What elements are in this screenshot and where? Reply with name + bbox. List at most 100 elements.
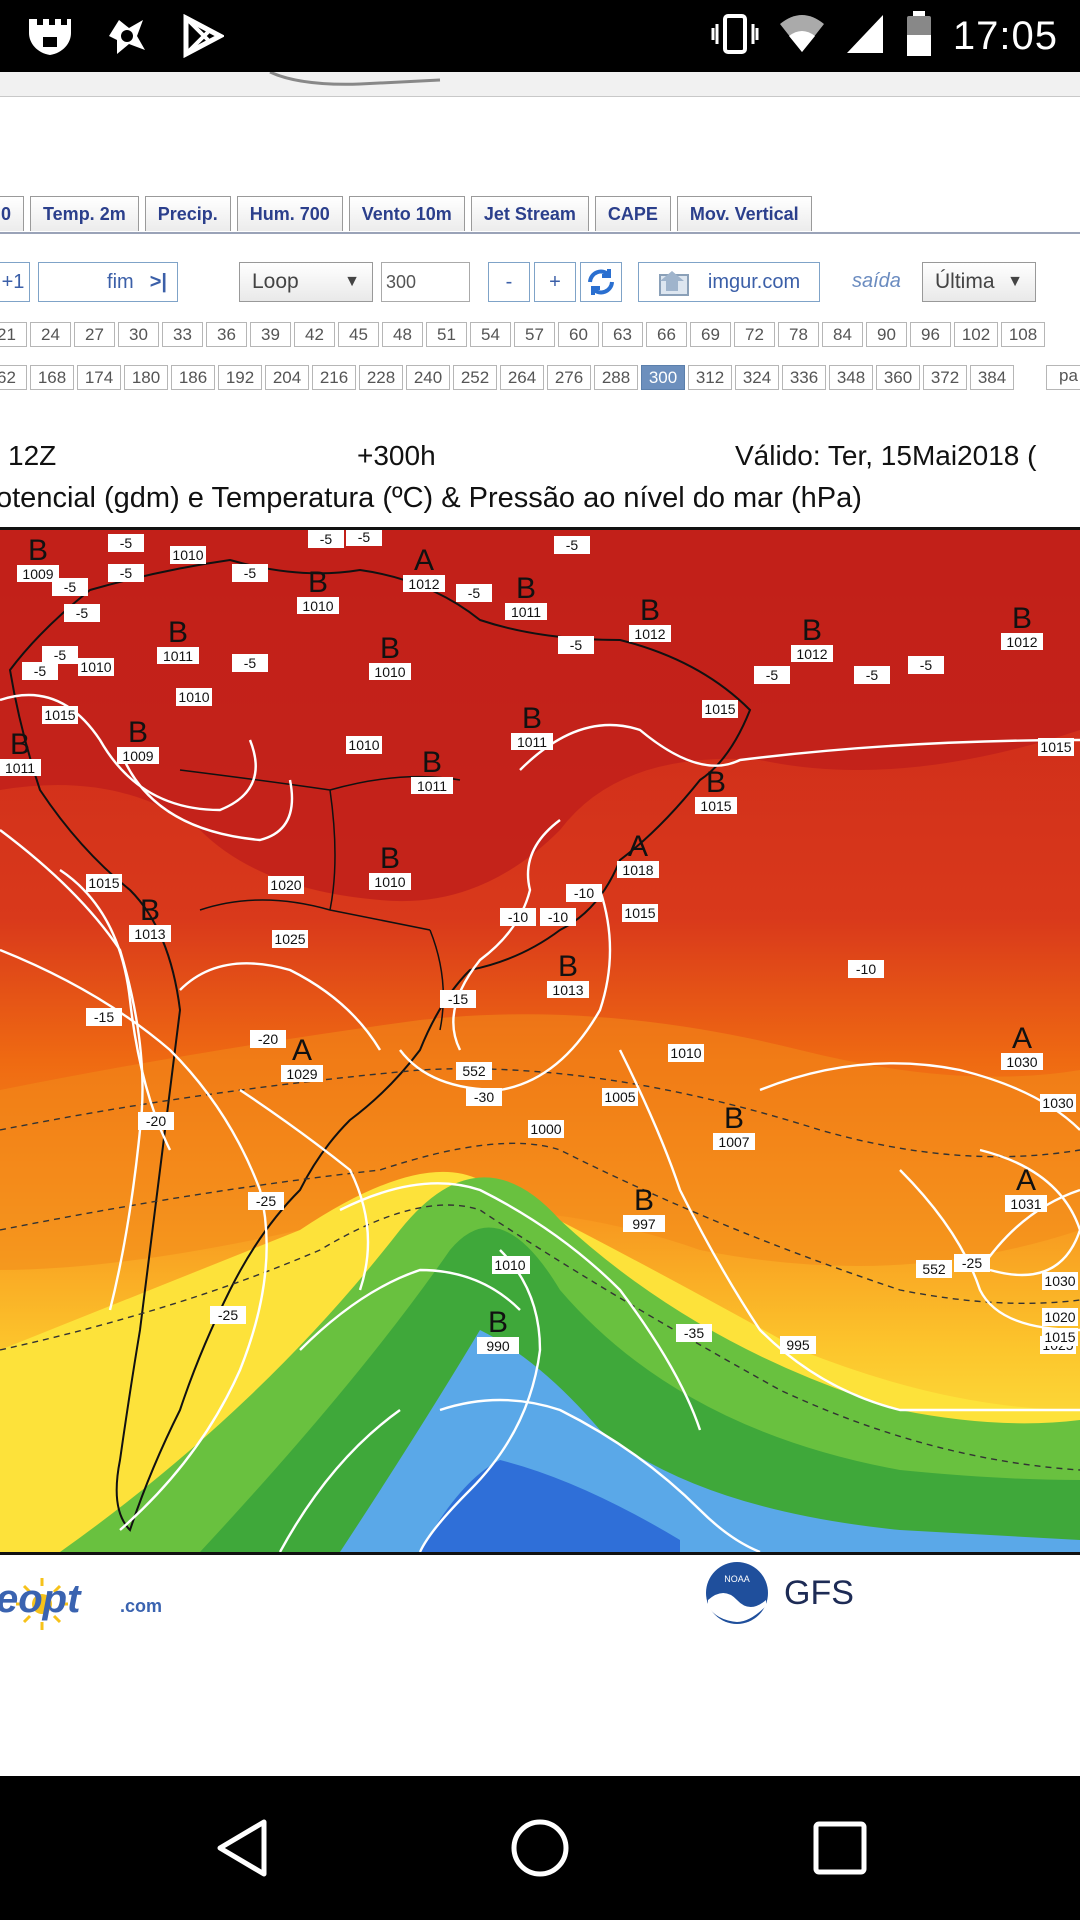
faster-button[interactable]: +: [534, 262, 576, 302]
frame-button[interactable]: 62: [0, 365, 27, 390]
saida-label[interactable]: saída: [852, 270, 901, 292]
frame-button[interactable]: 24: [30, 322, 71, 347]
frame-button[interactable]: 69: [690, 322, 731, 347]
pressure-value-box: [477, 1337, 519, 1354]
frame-button[interactable]: 21: [0, 322, 27, 347]
eopt-logo-text: eopt: [0, 1577, 82, 1621]
back-button[interactable]: [202, 1812, 282, 1884]
frame-button[interactable]: 39: [250, 322, 291, 347]
frame-button[interactable]: 60: [558, 322, 599, 347]
frame-button[interactable]: 174: [77, 365, 121, 390]
frame-button[interactable]: 324: [735, 365, 779, 390]
frame-button[interactable]: 204: [265, 365, 309, 390]
isobar-label: 1010: [178, 689, 209, 705]
frame-button[interactable]: 372: [923, 365, 967, 390]
slower-button[interactable]: -: [488, 262, 530, 302]
frame-button[interactable]: 27: [74, 322, 115, 347]
isobar-label-box: [1042, 1308, 1078, 1326]
frame-button[interactable]: 240: [406, 365, 450, 390]
frame-button[interactable]: 252: [453, 365, 497, 390]
frame-button[interactable]: 33: [162, 322, 203, 347]
tab-4[interactable]: Vento 10m: [348, 196, 465, 231]
frame-button[interactable]: 228: [359, 365, 403, 390]
tab-2[interactable]: Precip.: [144, 196, 231, 231]
temperature-label: -10: [548, 909, 568, 925]
run-time: 12Z: [8, 440, 57, 471]
pressure-value: 1030: [1006, 1054, 1037, 1070]
thickness-label-box: [456, 1062, 492, 1080]
tab-6[interactable]: CAPE: [594, 196, 671, 231]
frame-button[interactable]: 108: [1001, 322, 1045, 347]
frame-button[interactable]: 276: [547, 365, 591, 390]
ultima-select-value: Última: [935, 270, 995, 293]
pressure-value: 1011: [517, 734, 547, 750]
high-pressure-label: A: [628, 830, 648, 863]
frame-button[interactable]: 78: [778, 322, 819, 347]
frame-button[interactable]: 192: [218, 365, 262, 390]
low-pressure-label: B: [422, 746, 442, 779]
frame-button[interactable]: 264: [500, 365, 544, 390]
frame-button[interactable]: 57: [514, 322, 555, 347]
frame-button[interactable]: 96: [910, 322, 951, 347]
frame-button[interactable]: 336: [782, 365, 826, 390]
temperature-label: -5: [358, 530, 371, 545]
refresh-button[interactable]: [580, 262, 622, 302]
temperature-label-box: [248, 1192, 284, 1210]
frame-button[interactable]: 45: [338, 322, 379, 347]
frame-button[interactable]: 30: [118, 322, 159, 347]
pressure-value: 1018: [622, 862, 653, 878]
frame-button[interactable]: 348: [829, 365, 873, 390]
tab-3[interactable]: Hum. 700: [236, 196, 343, 231]
isobar-label: 1020: [1044, 1309, 1075, 1325]
tab-1[interactable]: Temp. 2m: [30, 196, 139, 231]
pressure-value-box: [505, 603, 547, 620]
frame-button[interactable]: 102: [954, 322, 998, 347]
frame-button[interactable]: 180: [124, 365, 168, 390]
imgur-button[interactable]: imgur.com: [638, 262, 820, 302]
isobar-label-box: [272, 930, 308, 948]
home-button[interactable]: [500, 1812, 580, 1884]
frame-button[interactable]: 90: [866, 322, 907, 347]
isobar-label-box: [702, 700, 738, 718]
ultima-select[interactable]: Última ▼: [922, 262, 1036, 302]
frame-button[interactable]: 300: [641, 365, 685, 390]
frame-button[interactable]: 36: [206, 322, 247, 347]
frame-button[interactable]: 288: [594, 365, 638, 390]
frame-button[interactable]: 42: [294, 322, 335, 347]
blue-cold-center: [420, 1460, 680, 1552]
frame-button[interactable]: 360: [876, 365, 920, 390]
step-label: +1: [1, 270, 25, 293]
frame-button[interactable]: 384: [970, 365, 1014, 390]
temperature-label: -10: [508, 909, 528, 925]
high-pressure-label: A: [1016, 1164, 1036, 1197]
tab-5[interactable]: Jet Stream: [470, 196, 589, 231]
frame-button[interactable]: 186: [171, 365, 215, 390]
frame-button[interactable]: 66: [646, 322, 687, 347]
frame-button[interactable]: 216: [312, 365, 356, 390]
loop-select[interactable]: Loop ▼: [239, 262, 373, 302]
step-button[interactable]: +1: [0, 262, 30, 302]
isobar-label: 1015: [44, 707, 75, 723]
frame-button[interactable]: 48: [382, 322, 423, 347]
frame-button[interactable]: 72: [734, 322, 775, 347]
tab-0[interactable]: 0: [0, 196, 25, 231]
frame-button[interactable]: 84: [822, 322, 863, 347]
frame-button[interactable]: 51: [426, 322, 467, 347]
pressure-value: 1009: [22, 566, 53, 582]
frame-button[interactable]: 63: [602, 322, 643, 347]
low-pressure-label: B: [558, 950, 578, 983]
pressure-value-box: [403, 575, 445, 592]
recents-button[interactable]: [800, 1812, 880, 1884]
low-pressure-label: B: [634, 1184, 654, 1217]
frame-button[interactable]: 312: [688, 365, 732, 390]
tab-7[interactable]: Mov. Vertical: [676, 196, 812, 231]
end-button[interactable]: fim >|: [38, 262, 178, 302]
temperature-label: -35: [684, 1325, 704, 1341]
forecast-map[interactable]: B 1009 A 1012 B 1010 B 1011 B 1012 B 1012 B 1012 B 1011…: [0, 527, 1080, 1555]
speed-input[interactable]: 300: [381, 262, 470, 302]
frame-button[interactable]: 54: [470, 322, 511, 347]
pressure-value-box: [1005, 1195, 1047, 1212]
frame-more[interactable]: pa: [1046, 365, 1080, 390]
eopt-logo[interactable]: eopt .com: [0, 1572, 176, 1637]
frame-button[interactable]: 168: [30, 365, 74, 390]
